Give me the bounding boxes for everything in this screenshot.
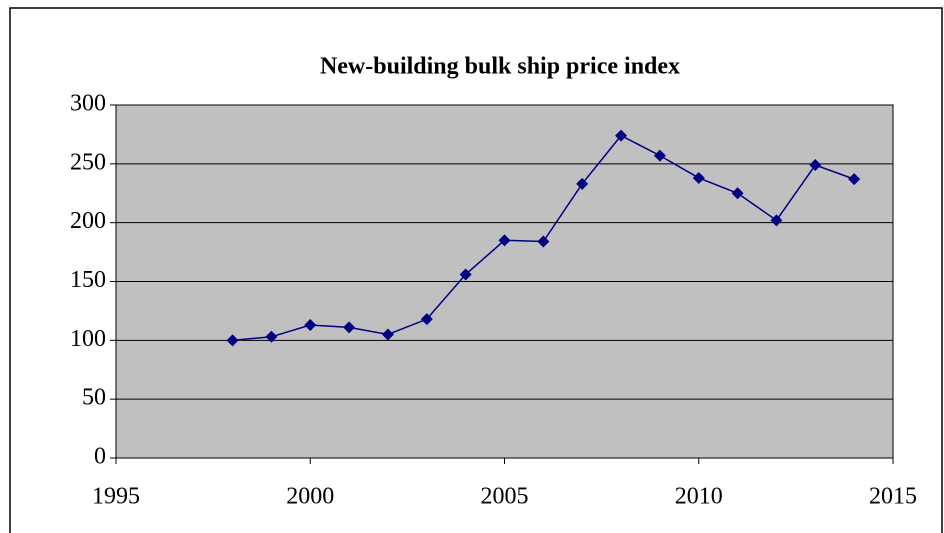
chart-title: New-building bulk ship price index: [320, 54, 680, 80]
marker: [692, 171, 705, 184]
marker: [615, 129, 628, 142]
marker: [226, 334, 239, 347]
marker: [381, 328, 394, 341]
y-tick-label: 150: [70, 267, 106, 293]
marker: [809, 159, 822, 172]
y-tick-label: 250: [70, 149, 106, 175]
y-tick-label: 0: [94, 444, 106, 470]
marker: [343, 321, 356, 334]
marker: [304, 319, 317, 332]
marker: [459, 268, 472, 281]
marker: [537, 235, 550, 248]
marker: [576, 177, 589, 190]
marker: [498, 234, 511, 247]
marker: [848, 173, 861, 186]
marker: [731, 187, 744, 200]
x-tick-label: 2005: [481, 484, 529, 510]
y-tick-label: 100: [70, 326, 106, 352]
x-tick-label: 2015: [869, 484, 917, 510]
marker: [420, 313, 433, 326]
x-tick-label: 2000: [286, 484, 334, 510]
marker: [265, 330, 278, 343]
y-tick-label: 200: [70, 208, 106, 234]
x-tick-label: 2010: [675, 484, 723, 510]
marker: [770, 214, 783, 227]
marker: [653, 149, 666, 162]
y-tick-label: 300: [70, 91, 106, 117]
x-tick-label: 1995: [92, 484, 140, 510]
y-tick-label: 50: [82, 385, 106, 411]
